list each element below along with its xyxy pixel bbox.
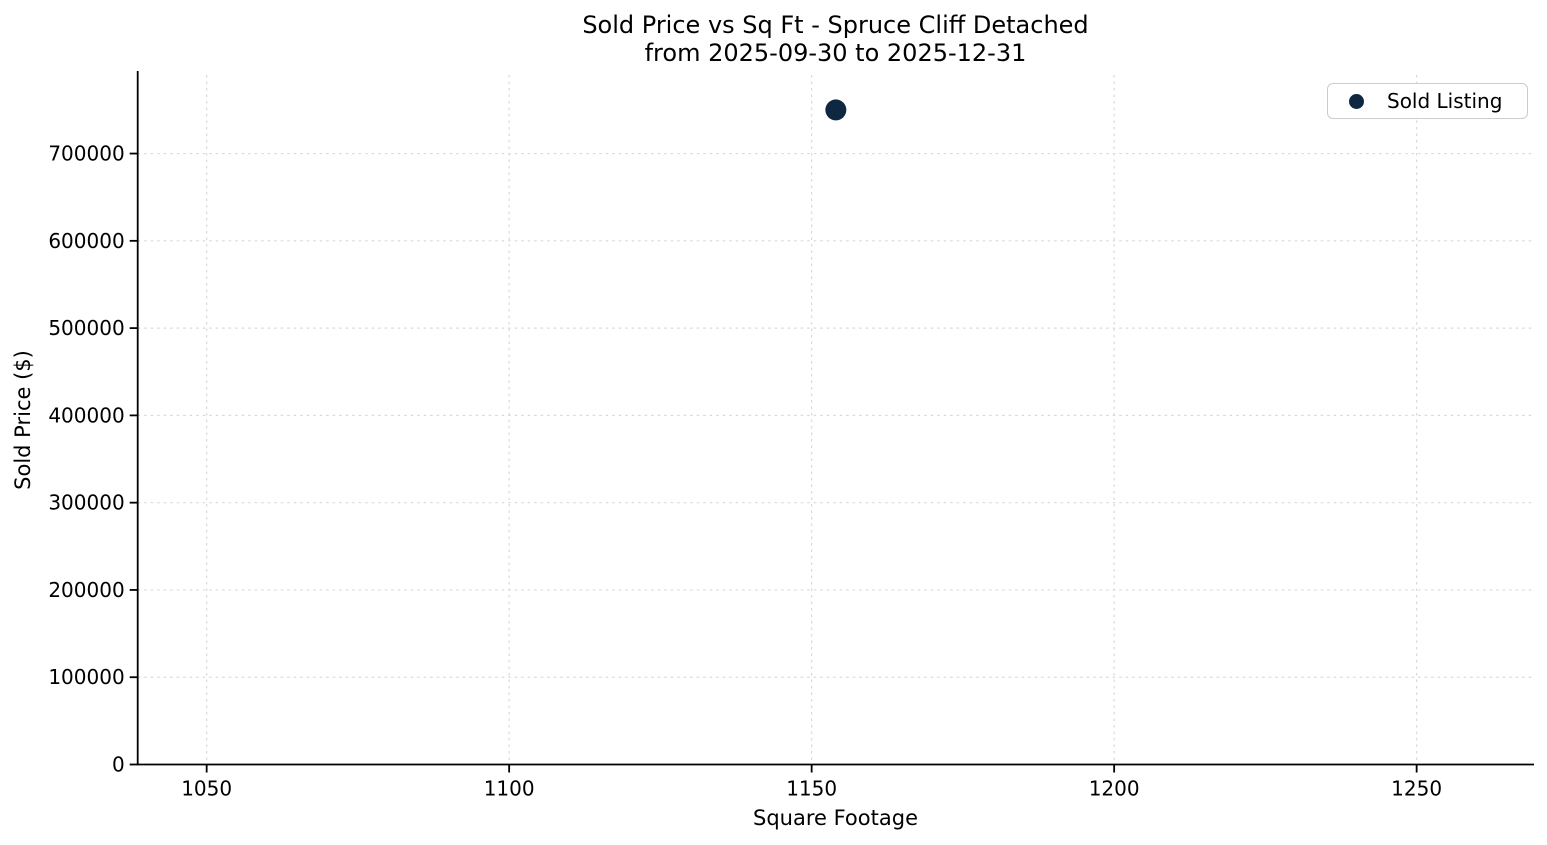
legend-label: Sold Listing [1387,89,1503,113]
x-tick-label: 1200 [1089,777,1140,801]
x-tick-label: 1250 [1391,777,1442,801]
y-tick-label: 500000 [48,316,124,340]
y-tick-label: 0 [112,753,125,777]
chart-title-block: Sold Price vs Sq Ft - Spruce Cliff Detac… [137,11,1534,67]
chart-subtitle: from 2025-09-30 to 2025-12-31 [644,39,1027,67]
x-axis-label: Square Footage [753,806,918,830]
legend: Sold Listing [1327,83,1528,119]
x-tick-label: 1050 [181,777,232,801]
y-tick-label: 400000 [48,403,124,427]
y-tick-label: 300000 [48,491,124,515]
x-tick-label: 1150 [786,777,837,801]
chart-title: Sold Price vs Sq Ft - Spruce Cliff Detac… [582,11,1089,39]
y-tick-label: 100000 [48,665,124,689]
sold-listing-marker-icon [1349,93,1364,109]
data-point [825,99,847,121]
y-axis-label: Sold Price ($) [11,350,35,490]
y-tick-label: 700000 [48,142,124,166]
y-tick-label: 600000 [48,229,124,253]
y-tick-label: 200000 [48,578,124,602]
x-tick-label: 1100 [484,777,535,801]
